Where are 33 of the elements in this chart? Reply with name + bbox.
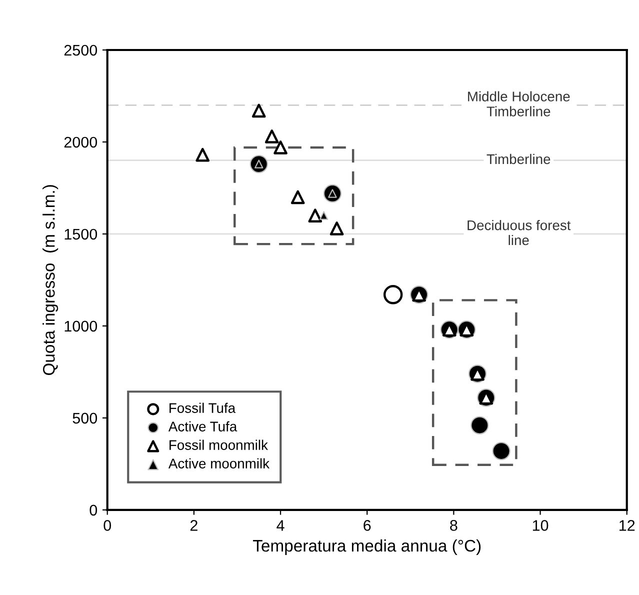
y-tick-label: 1000: [64, 320, 98, 332]
y-tick-label: 0: [90, 504, 98, 516]
x-tick-label: 10: [532, 520, 548, 531]
x-tick-label: 6: [364, 520, 371, 531]
ref-line-label: Timberline: [486, 154, 550, 164]
y-tick-label: 1500: [64, 228, 98, 240]
x-axis-title: Temperatura media annua (°C): [252, 539, 481, 555]
ref-line-label: Deciduous forest line: [468, 220, 571, 246]
x-tick-label: 0: [104, 520, 112, 531]
x-tick-label: 8: [450, 520, 458, 531]
point: [264, 130, 279, 144]
x-tick-label: 4: [276, 520, 284, 531]
y-tick-label: 2000: [64, 136, 98, 148]
point: [492, 442, 510, 460]
point: [196, 148, 210, 162]
legend-label: Fossil moonmilk: [170, 440, 268, 450]
legend-label: Active moonmilk: [168, 458, 270, 468]
legend-label: Active Tufa: [168, 421, 238, 432]
y-axis-title: Quota ingresso (m s.l.m.): [42, 185, 58, 376]
y-tick-label: 2500: [64, 44, 98, 56]
x-tick-label: 12: [620, 520, 635, 531]
point: [330, 222, 344, 236]
point: [252, 104, 266, 118]
point: [274, 140, 288, 154]
point: [290, 190, 305, 204]
point: [470, 416, 489, 434]
point: [383, 285, 403, 304]
y-tick-label: 500: [72, 412, 98, 424]
x-tick-label: 2: [190, 520, 198, 531]
ref-line-label: Middle Holocene Timberline: [468, 91, 570, 116]
point: [319, 211, 328, 220]
point: [308, 208, 322, 222]
legend-label: Fossil Tufa: [170, 402, 236, 413]
